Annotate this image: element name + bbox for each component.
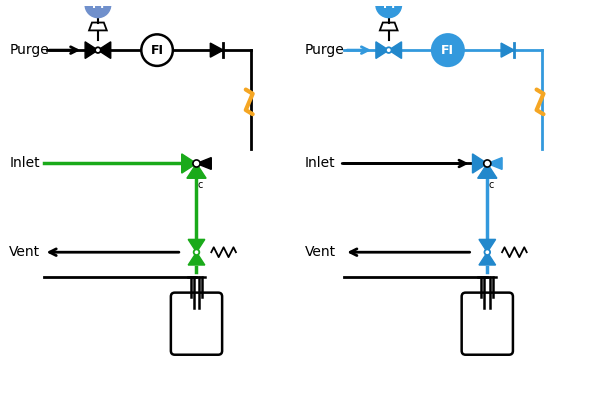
Polygon shape	[187, 164, 206, 178]
Polygon shape	[479, 239, 496, 252]
Text: Inlet: Inlet	[9, 156, 40, 171]
Polygon shape	[473, 154, 487, 173]
Circle shape	[85, 0, 111, 17]
Text: c: c	[488, 180, 494, 190]
Circle shape	[141, 34, 173, 66]
Polygon shape	[478, 164, 497, 178]
Polygon shape	[210, 43, 223, 57]
Polygon shape	[85, 42, 98, 58]
Text: PI: PI	[92, 0, 104, 10]
Text: Vent: Vent	[305, 245, 336, 259]
Polygon shape	[389, 42, 401, 58]
Polygon shape	[188, 252, 205, 265]
Polygon shape	[479, 252, 496, 265]
Circle shape	[95, 47, 101, 53]
FancyBboxPatch shape	[171, 293, 222, 355]
Circle shape	[484, 249, 490, 255]
Circle shape	[386, 47, 392, 53]
Polygon shape	[196, 158, 211, 169]
Text: c: c	[198, 180, 203, 190]
Text: Purge: Purge	[9, 43, 49, 57]
Polygon shape	[98, 42, 111, 58]
Polygon shape	[501, 43, 514, 57]
Polygon shape	[89, 23, 107, 30]
Circle shape	[432, 34, 464, 66]
Polygon shape	[376, 42, 389, 58]
Text: Purge: Purge	[305, 43, 344, 57]
Text: FI: FI	[442, 44, 454, 57]
Polygon shape	[380, 23, 398, 30]
Text: Inlet: Inlet	[305, 156, 335, 171]
Polygon shape	[487, 158, 502, 169]
Text: Vent: Vent	[9, 245, 40, 259]
Circle shape	[484, 160, 491, 167]
FancyBboxPatch shape	[461, 293, 513, 355]
Circle shape	[376, 0, 401, 17]
Text: FI: FI	[151, 44, 164, 57]
Circle shape	[193, 160, 200, 167]
Circle shape	[194, 249, 199, 255]
Polygon shape	[188, 239, 205, 252]
Text: PI: PI	[383, 0, 395, 10]
Polygon shape	[182, 154, 196, 173]
